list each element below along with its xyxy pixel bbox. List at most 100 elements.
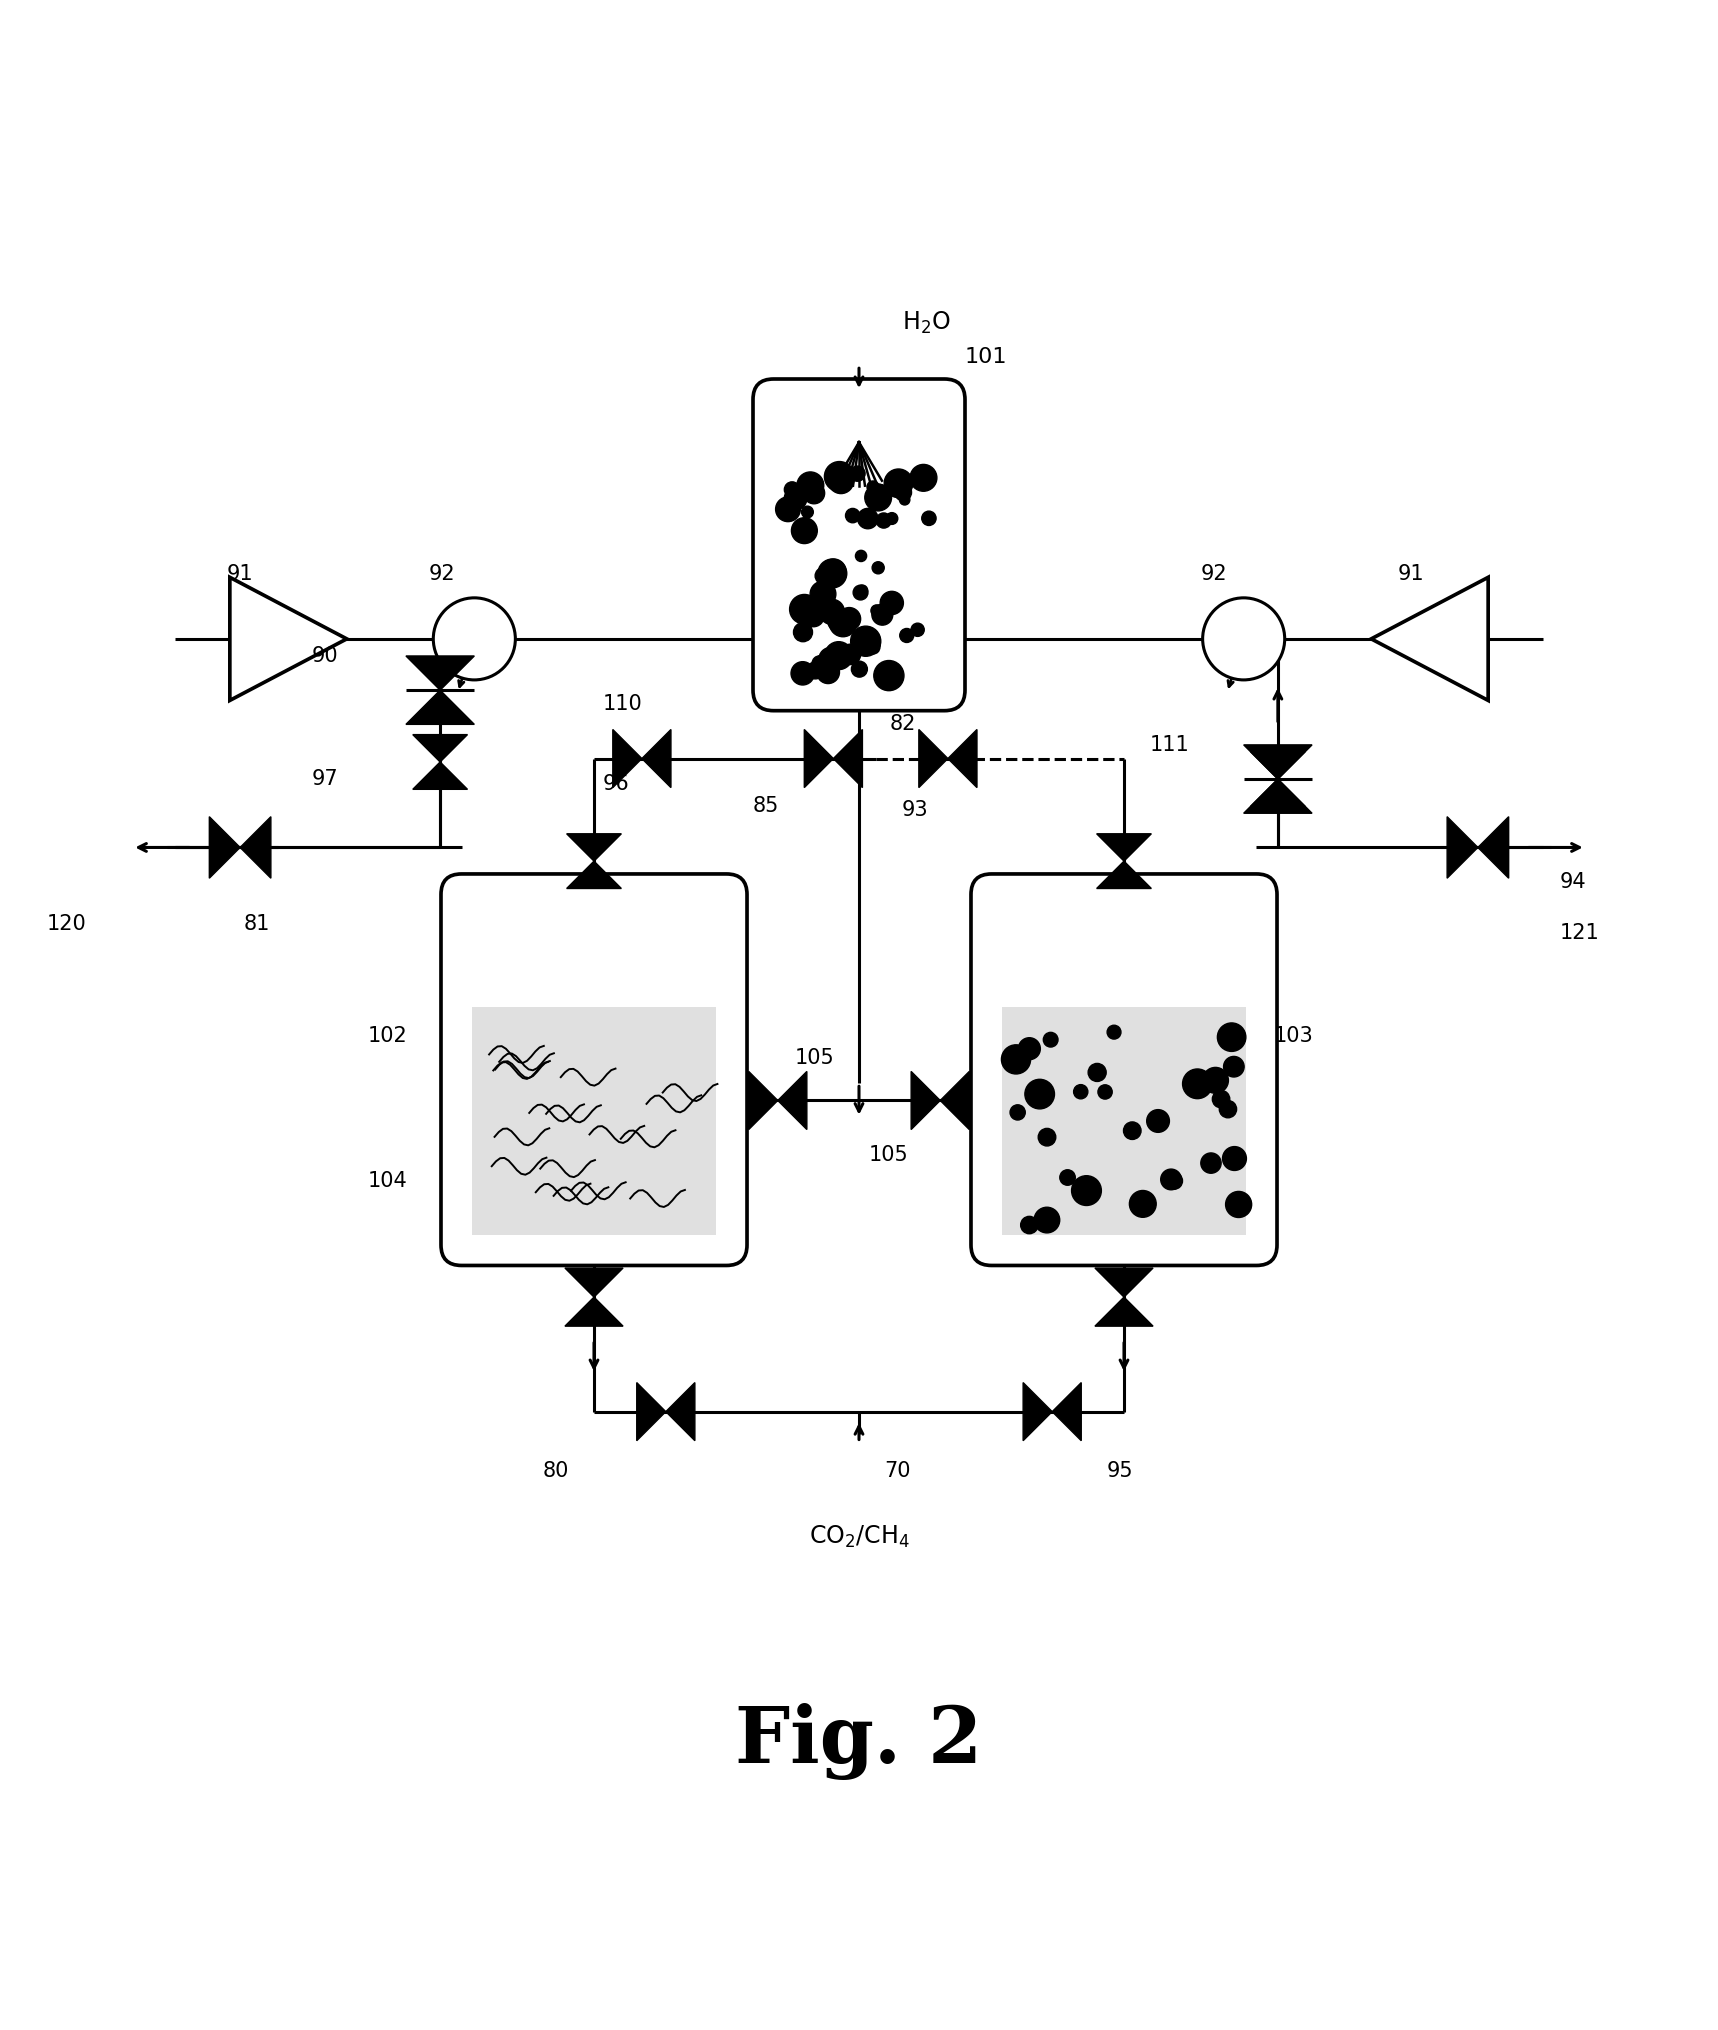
Polygon shape: [241, 816, 271, 879]
Circle shape: [1034, 1208, 1060, 1232]
Text: 105: 105: [795, 1047, 835, 1068]
Circle shape: [1072, 1175, 1101, 1206]
Text: 82: 82: [890, 715, 916, 735]
Polygon shape: [948, 729, 978, 788]
Text: 85: 85: [752, 796, 780, 816]
Text: 104: 104: [368, 1171, 407, 1192]
Text: 103: 103: [1273, 1025, 1313, 1045]
Circle shape: [1146, 1110, 1170, 1133]
Circle shape: [804, 483, 825, 503]
Circle shape: [895, 483, 912, 501]
Polygon shape: [405, 656, 474, 690]
Circle shape: [818, 558, 847, 589]
Text: 97: 97: [313, 769, 338, 790]
Circle shape: [816, 662, 840, 684]
Polygon shape: [613, 729, 643, 788]
Text: 93: 93: [902, 800, 928, 820]
Circle shape: [792, 518, 818, 544]
Polygon shape: [1244, 745, 1313, 780]
Text: 81: 81: [244, 914, 270, 934]
Circle shape: [854, 585, 868, 601]
Polygon shape: [1024, 1382, 1051, 1441]
Circle shape: [799, 609, 816, 627]
Circle shape: [811, 581, 837, 607]
Text: 92: 92: [428, 564, 455, 585]
Polygon shape: [919, 729, 948, 788]
Circle shape: [775, 497, 801, 522]
Circle shape: [880, 591, 904, 615]
Circle shape: [1129, 1190, 1156, 1218]
Circle shape: [1038, 1129, 1057, 1147]
Circle shape: [866, 641, 880, 654]
Text: CO$_2$/CH$_4$: CO$_2$/CH$_4$: [809, 1522, 909, 1549]
Circle shape: [821, 558, 845, 585]
Circle shape: [819, 599, 845, 625]
Polygon shape: [412, 735, 467, 761]
Polygon shape: [1244, 780, 1313, 814]
Polygon shape: [210, 816, 241, 879]
Circle shape: [1002, 1045, 1031, 1074]
Polygon shape: [1251, 780, 1306, 806]
Polygon shape: [1051, 1382, 1081, 1441]
Circle shape: [874, 660, 904, 690]
Circle shape: [869, 637, 880, 650]
Text: 111: 111: [1149, 735, 1189, 755]
Text: 91: 91: [1397, 564, 1424, 585]
Circle shape: [802, 605, 825, 627]
Polygon shape: [565, 1297, 624, 1326]
Text: 110: 110: [603, 694, 643, 715]
Polygon shape: [667, 1382, 694, 1441]
Polygon shape: [405, 690, 474, 725]
Circle shape: [869, 485, 888, 503]
Circle shape: [873, 562, 885, 574]
Circle shape: [783, 487, 807, 510]
Circle shape: [1060, 1169, 1075, 1186]
Circle shape: [1167, 1173, 1182, 1190]
Text: 80: 80: [543, 1462, 569, 1482]
Text: 101: 101: [966, 347, 1007, 367]
Text: 70: 70: [885, 1462, 911, 1482]
Circle shape: [852, 662, 868, 678]
Circle shape: [825, 461, 854, 491]
Circle shape: [1225, 1192, 1252, 1218]
Circle shape: [1124, 1123, 1141, 1139]
Text: 121: 121: [1560, 924, 1599, 944]
Circle shape: [1203, 599, 1285, 680]
Circle shape: [885, 469, 912, 497]
Circle shape: [850, 467, 866, 481]
Circle shape: [900, 629, 914, 641]
Circle shape: [828, 469, 854, 493]
Polygon shape: [940, 1072, 969, 1129]
Text: Fig. 2: Fig. 2: [735, 1703, 983, 1780]
Text: 120: 120: [46, 914, 86, 934]
Circle shape: [1019, 1037, 1041, 1060]
Circle shape: [871, 605, 893, 625]
Circle shape: [1010, 1104, 1026, 1121]
Polygon shape: [1096, 861, 1151, 889]
Circle shape: [785, 481, 801, 497]
Circle shape: [825, 641, 852, 670]
Circle shape: [790, 595, 819, 623]
Polygon shape: [833, 729, 862, 788]
Circle shape: [1213, 1090, 1230, 1108]
Polygon shape: [1251, 751, 1306, 780]
Circle shape: [1220, 1100, 1237, 1119]
Circle shape: [814, 568, 832, 585]
Text: 90: 90: [313, 646, 338, 666]
Circle shape: [797, 471, 823, 499]
Polygon shape: [643, 729, 672, 788]
Polygon shape: [567, 861, 622, 889]
Circle shape: [1074, 1084, 1087, 1098]
Polygon shape: [911, 1072, 940, 1129]
Bar: [1002, 1007, 1246, 1234]
Circle shape: [911, 465, 936, 491]
Circle shape: [433, 599, 515, 680]
FancyBboxPatch shape: [971, 875, 1276, 1265]
Circle shape: [830, 609, 857, 637]
Polygon shape: [412, 761, 467, 790]
Polygon shape: [1094, 1297, 1153, 1326]
Circle shape: [1223, 1056, 1244, 1078]
Circle shape: [871, 605, 883, 617]
Circle shape: [802, 505, 813, 518]
Circle shape: [840, 644, 861, 664]
